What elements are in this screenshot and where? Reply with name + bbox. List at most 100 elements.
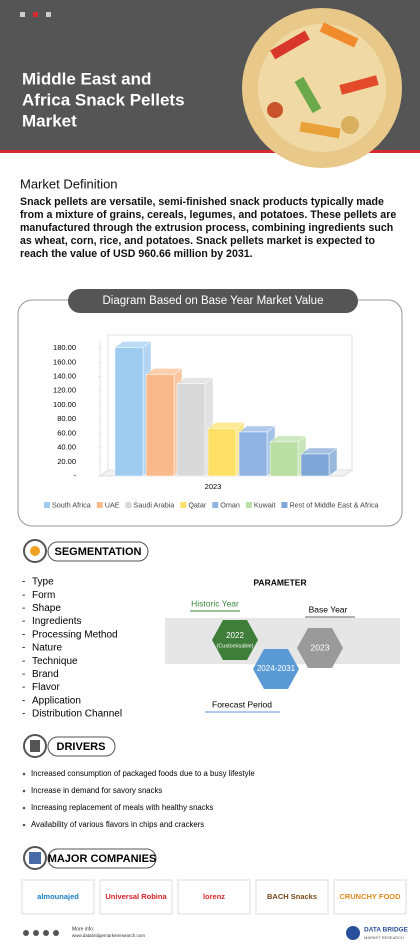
hexagon bbox=[297, 628, 343, 668]
section-heading: SEGMENTATION bbox=[55, 546, 142, 558]
parameter-label: Forecast Period bbox=[212, 699, 272, 709]
section-heading: Market Definition bbox=[20, 176, 118, 191]
segment-item: Ingredients bbox=[32, 616, 81, 627]
heading-pill bbox=[47, 848, 157, 869]
bar bbox=[238, 431, 268, 477]
y-tick-label: 100.00 bbox=[53, 400, 76, 409]
snack-image bbox=[242, 8, 402, 168]
logo-box bbox=[99, 879, 173, 915]
definition-text: Snack pellets are versatile, semi-finish… bbox=[20, 196, 397, 260]
dot bbox=[46, 12, 51, 17]
title: Africa Snack Pellets bbox=[22, 90, 185, 109]
y-tick-label: 140.00 bbox=[53, 372, 76, 381]
bullet: - bbox=[22, 577, 25, 588]
bar bbox=[269, 441, 299, 477]
x-axis-label: 2023 bbox=[205, 482, 222, 491]
company-logo: lorenz bbox=[203, 892, 225, 901]
bar bbox=[207, 428, 237, 477]
driver-item: Increasing replacement of meals with hea… bbox=[31, 803, 214, 812]
company-logo: Universal Robina bbox=[105, 892, 167, 901]
legend-label: Saudi Arabia bbox=[134, 500, 175, 509]
segment-item: Application bbox=[32, 695, 81, 706]
logo-box bbox=[177, 879, 251, 915]
segment-item: Technique bbox=[32, 656, 78, 667]
y-tick-label: 180.00 bbox=[53, 343, 76, 352]
legend-swatch bbox=[44, 502, 50, 508]
y-tick-label: 80.00 bbox=[57, 414, 76, 423]
segment-item: Distribution Channel bbox=[32, 709, 122, 720]
segment-item: Brand bbox=[32, 669, 59, 680]
company-logo: BACH Snacks bbox=[267, 892, 317, 901]
logo-box bbox=[21, 879, 95, 915]
bullet: - bbox=[22, 682, 25, 693]
brand-sub: MARKET RESEARCH bbox=[364, 935, 404, 940]
segment-item: Flavor bbox=[32, 682, 60, 693]
footer-url: www.databridgemarketresearch.com bbox=[72, 933, 145, 938]
y-tick-label: 120.00 bbox=[53, 386, 76, 395]
driver-item: Availability of various flavors in chips… bbox=[31, 820, 204, 829]
bullet: - bbox=[22, 656, 25, 667]
bullet bbox=[22, 823, 26, 827]
bullet: - bbox=[22, 590, 25, 601]
y-tick-label: 40.00 bbox=[57, 443, 76, 452]
footer-label: More info: bbox=[72, 926, 94, 932]
logo-box bbox=[255, 879, 329, 915]
header-rule bbox=[0, 150, 420, 153]
bullet: - bbox=[22, 643, 25, 654]
section-heading: DRIVERS bbox=[57, 741, 106, 753]
bullet bbox=[22, 772, 26, 776]
brand: DATA BRIDGE bbox=[364, 927, 409, 934]
chart-title: Diagram Based on Base Year Market Value bbox=[103, 295, 324, 307]
bar bbox=[300, 453, 330, 477]
logo-box bbox=[333, 879, 407, 915]
legend-label: South Africa bbox=[52, 500, 91, 509]
parameter-label: Base Year bbox=[309, 604, 348, 614]
drivers-icon bbox=[23, 734, 47, 758]
chart: - 20.00 40.00 60.00 80.00 100.00 120.00 140.00 1… bbox=[44, 334, 379, 509]
bullet bbox=[22, 806, 26, 810]
driver-item: Increase in demand for savory snacks bbox=[31, 786, 162, 795]
hexagon bbox=[212, 620, 258, 660]
legend-swatch bbox=[96, 502, 103, 508]
parameter-label: Historic Year bbox=[191, 598, 239, 608]
legend-label: Rest of Middle East & Africa bbox=[289, 500, 378, 509]
segment-item: Nature bbox=[32, 643, 62, 654]
title: Market bbox=[22, 111, 77, 130]
bullet: - bbox=[22, 616, 25, 627]
bullet bbox=[22, 789, 26, 793]
chart-title-pill bbox=[68, 289, 358, 313]
segment-item: Type bbox=[32, 577, 54, 588]
title: Middle East and bbox=[22, 69, 151, 88]
bullet: - bbox=[22, 709, 25, 720]
segment-item: Form bbox=[32, 590, 55, 601]
brand-logo bbox=[346, 926, 360, 940]
bullet: - bbox=[22, 603, 25, 614]
segment-item: Shape bbox=[32, 603, 61, 614]
parameter-value: 2024-2031 bbox=[257, 664, 296, 673]
dot bbox=[20, 12, 25, 17]
legend-swatch bbox=[212, 502, 219, 508]
bullet: - bbox=[22, 695, 25, 706]
bullet: - bbox=[22, 669, 25, 680]
companies-icon bbox=[23, 846, 47, 870]
legend-label: Kuwait bbox=[254, 500, 276, 509]
seg-icon bbox=[23, 539, 47, 563]
y-tick-label: 160.00 bbox=[53, 357, 76, 366]
social-icons bbox=[23, 930, 59, 936]
driver-item: Increased consumption of packaged foods … bbox=[31, 769, 255, 778]
y-tick-label: - bbox=[74, 471, 77, 480]
parameter-value: 2022 bbox=[226, 631, 244, 640]
legend-swatch bbox=[281, 502, 288, 508]
legend-swatch bbox=[245, 502, 252, 508]
bar bbox=[176, 383, 206, 477]
dot bbox=[33, 12, 38, 17]
bar bbox=[114, 347, 144, 477]
section-heading: MAJOR COMPANIES bbox=[48, 853, 157, 865]
parameter-title: PARAMETER bbox=[253, 577, 306, 587]
segment-item: Processing Method bbox=[32, 629, 118, 640]
legend-swatch bbox=[125, 502, 132, 508]
parameter-note: (Customisable) bbox=[217, 643, 254, 649]
y-tick-label: 20.00 bbox=[57, 457, 76, 466]
